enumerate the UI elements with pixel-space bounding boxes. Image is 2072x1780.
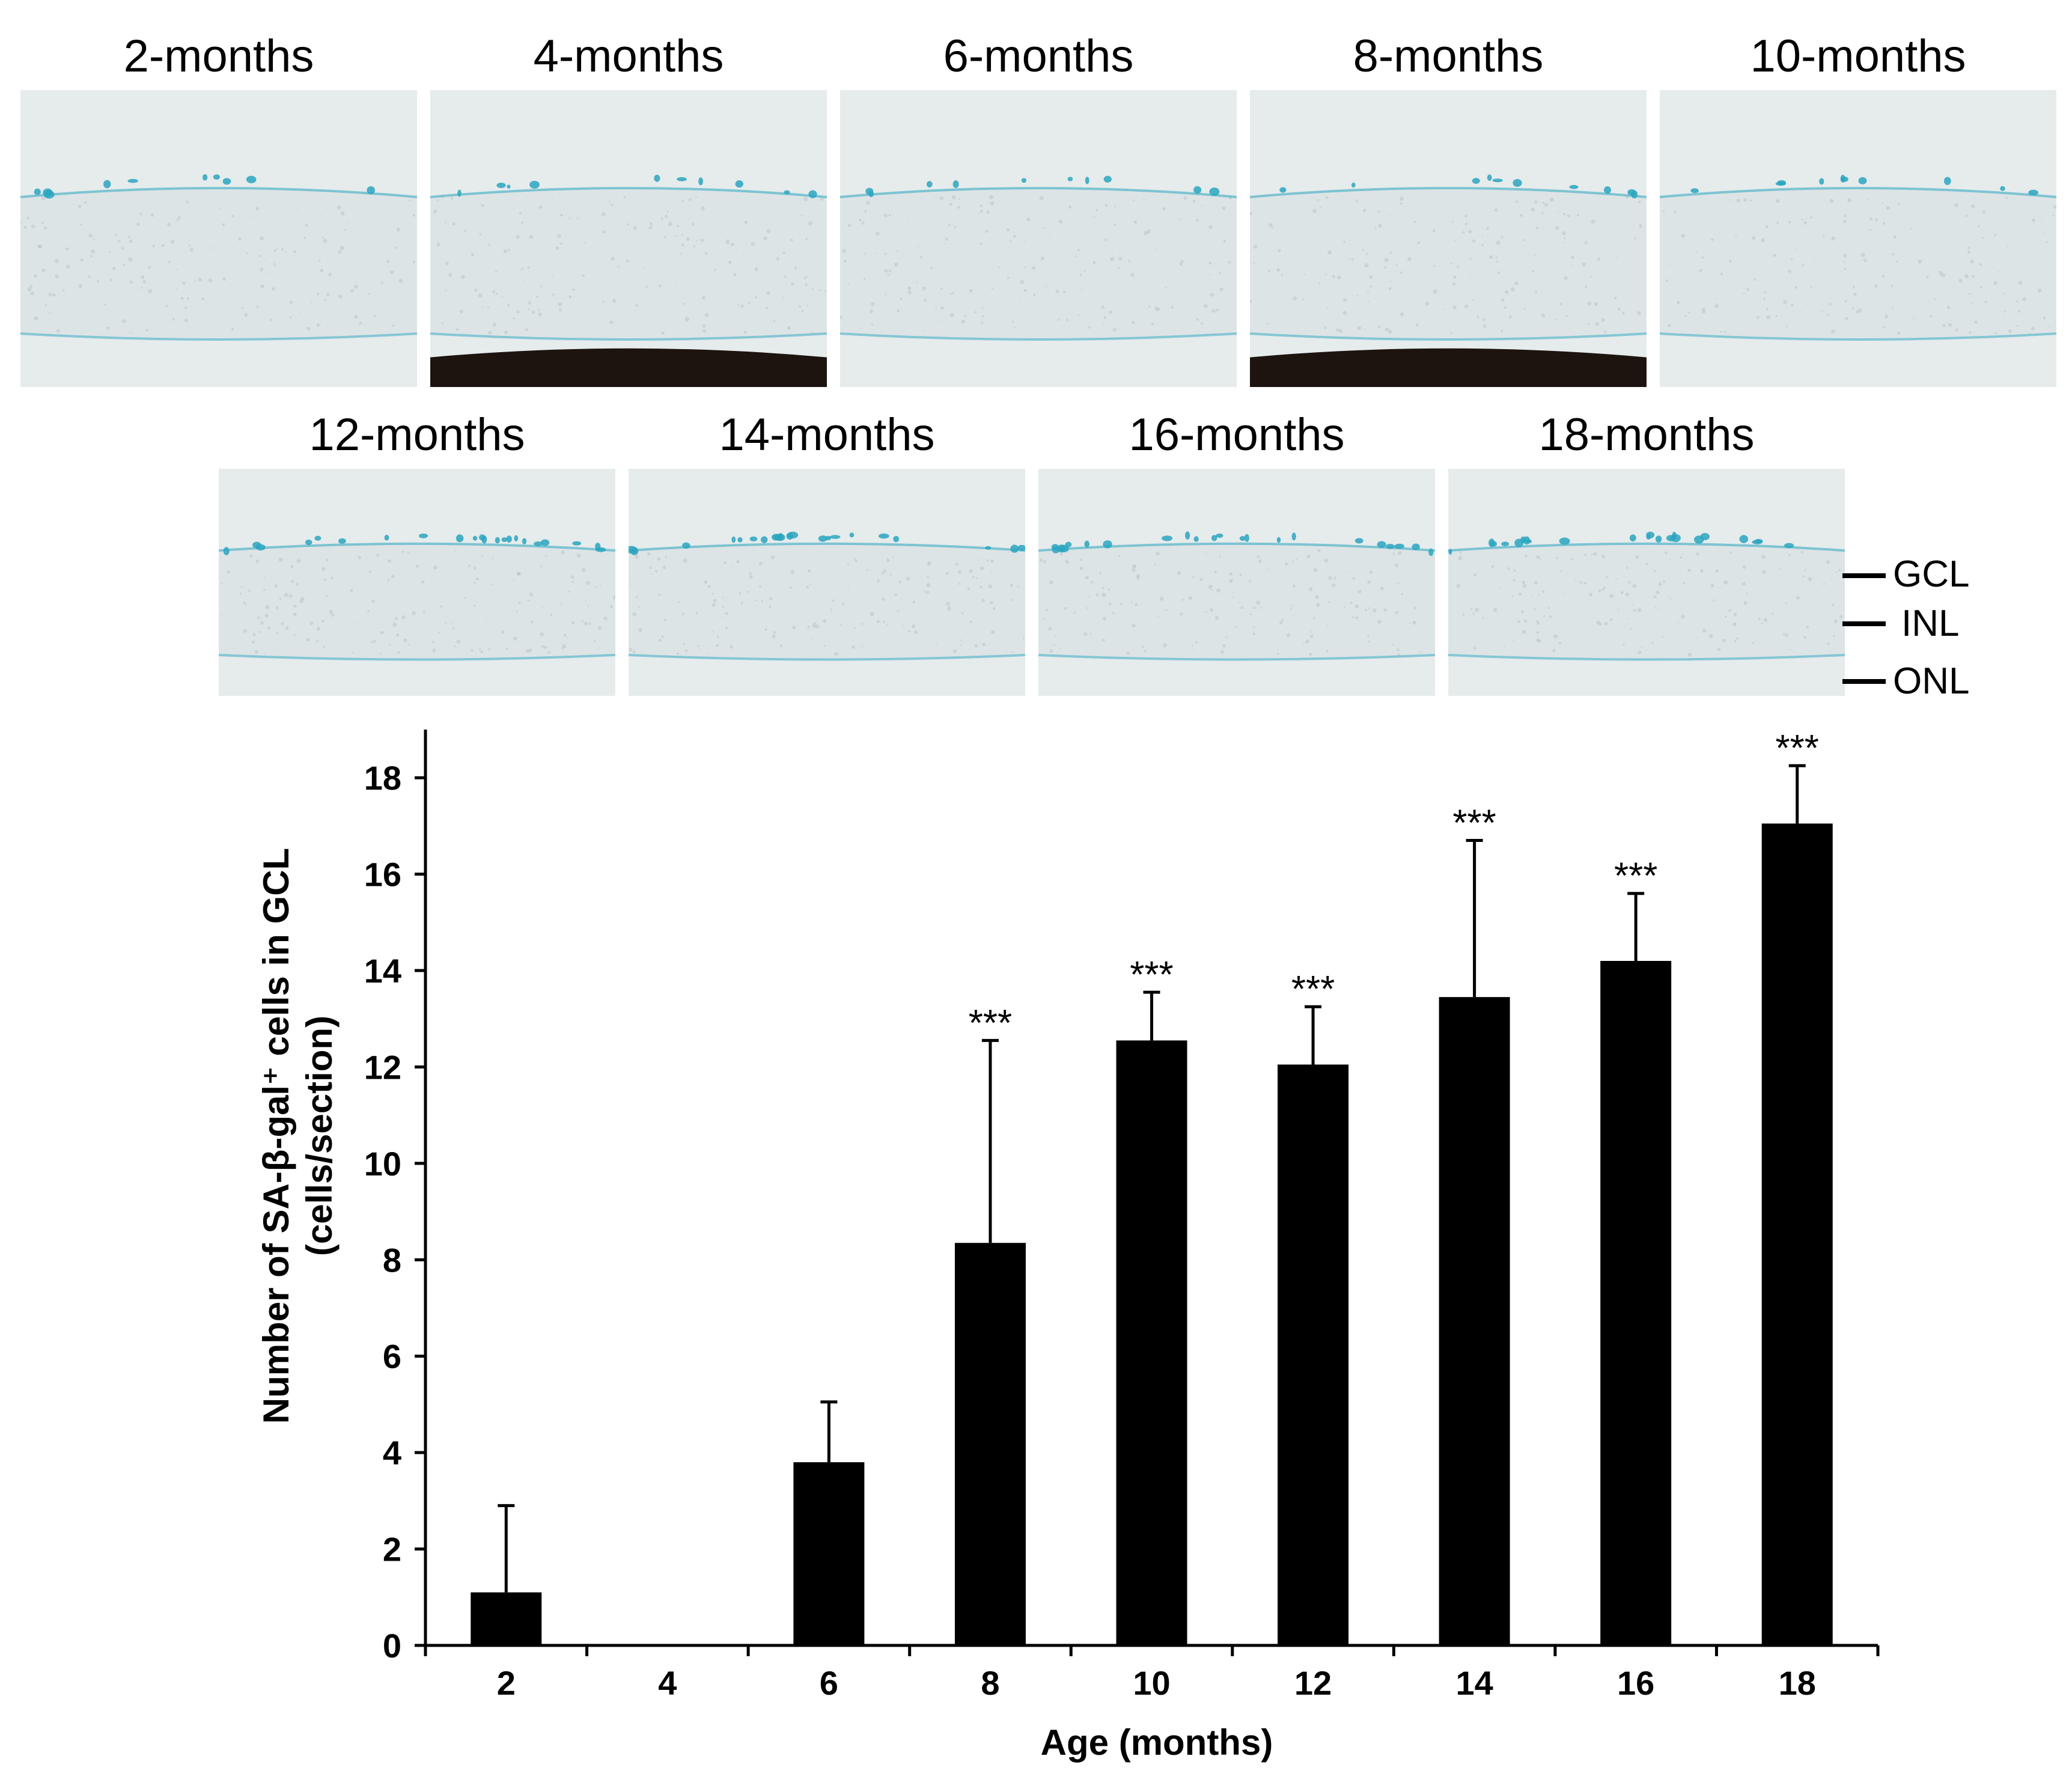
x-tick-label: 6 xyxy=(820,1664,838,1702)
micrograph-4-months xyxy=(430,90,827,387)
micrograph-6-months xyxy=(840,90,1237,387)
inl-label: INL xyxy=(1901,603,1960,644)
panel-label-2-months: 2-months xyxy=(123,31,314,82)
micrograph-14-months xyxy=(629,469,1025,696)
panel-label-4-months: 4-months xyxy=(533,31,724,82)
bar-6 xyxy=(793,1462,865,1645)
panel-label-10-months: 10-months xyxy=(1750,31,1966,82)
significance-marker: *** xyxy=(1291,969,1335,1010)
significance-marker: *** xyxy=(969,1002,1012,1044)
micrograph-18-months xyxy=(1448,469,1845,696)
x-axis: 2 4 6 8 10 12 14 16 18 xyxy=(424,1644,1880,1702)
gcl-label: GCL xyxy=(1893,553,1970,595)
bar-8 xyxy=(954,1243,1026,1645)
gcl-tick xyxy=(1842,573,1886,578)
micrograph-16-months xyxy=(1038,469,1435,696)
micrograph-8-months xyxy=(1250,90,1647,387)
significance-marker: *** xyxy=(1614,856,1657,897)
x-tick-label: 14 xyxy=(1455,1664,1493,1702)
x-tick-label: 16 xyxy=(1617,1664,1654,1702)
y-tick-label: 12 xyxy=(364,1048,401,1086)
bar-12 xyxy=(1278,1064,1349,1645)
bar-16 xyxy=(1600,961,1672,1645)
onl-label: ONL xyxy=(1893,660,1970,702)
x-tick-label: 18 xyxy=(1779,1664,1816,1702)
y-axis: 0 2 4 6 8 10 12 14 16 18 xyxy=(364,730,427,1665)
bar-2 xyxy=(471,1592,542,1645)
bar-10 xyxy=(1116,1040,1187,1645)
bars: *** *** *** *** *** *** xyxy=(471,728,1833,1645)
panel-label-14-months: 14-months xyxy=(719,409,935,460)
inl-tick xyxy=(1842,621,1886,626)
bar-18 xyxy=(1761,823,1833,1645)
x-tick-label: 8 xyxy=(981,1664,999,1702)
significance-marker: *** xyxy=(1452,802,1496,844)
onl-tick xyxy=(1842,679,1886,684)
y-tick-label: 16 xyxy=(364,856,401,894)
y-tick-label: 18 xyxy=(364,759,401,797)
micrograph-2-months xyxy=(20,90,417,387)
y-axis-label-units: (cells/section) xyxy=(299,1016,340,1256)
x-tick-label: 10 xyxy=(1133,1664,1170,1702)
significance-marker: *** xyxy=(1776,728,1819,769)
panel-label-16-months: 16-months xyxy=(1129,409,1345,460)
micrograph-10-months xyxy=(1660,90,2056,387)
x-tick-label: 2 xyxy=(497,1664,516,1702)
bar-14 xyxy=(1439,997,1510,1645)
panel-label-18-months: 18-months xyxy=(1538,409,1755,460)
y-tick-label: 6 xyxy=(383,1338,401,1376)
panel-label-8-months: 8-months xyxy=(1353,31,1544,82)
y-axis-label: Number of SA-β-gal⁺ cells in GCL xyxy=(256,848,296,1424)
micrograph-12-months xyxy=(219,469,615,696)
y-tick-label: 8 xyxy=(383,1241,401,1279)
x-tick-label: 12 xyxy=(1294,1664,1332,1702)
x-tick-label: 4 xyxy=(658,1664,677,1702)
y-tick-label: 14 xyxy=(364,952,401,990)
significance-marker: *** xyxy=(1130,954,1173,996)
y-tick-label: 4 xyxy=(383,1434,401,1472)
panel-label-12-months: 12-months xyxy=(309,409,525,460)
y-tick-label: 10 xyxy=(364,1145,401,1183)
y-tick-label: 0 xyxy=(383,1627,401,1665)
y-tick-label: 2 xyxy=(383,1531,401,1568)
x-axis-label: Age (months) xyxy=(1041,1722,1273,1763)
panel-label-6-months: 6-months xyxy=(943,31,1134,82)
